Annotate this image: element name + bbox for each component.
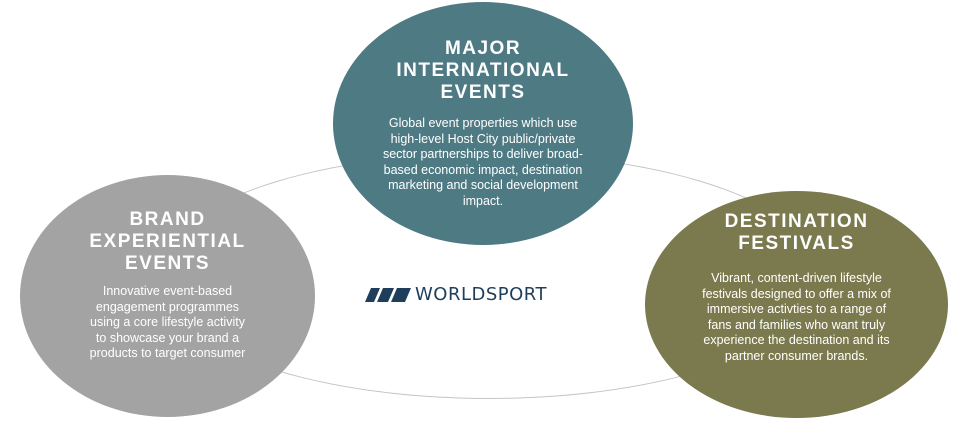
destination-festivals-title: DESTINATION FESTIVALS xyxy=(724,211,869,254)
brand-experiential-events-circle: BRAND EXPERIENTIAL EVENTS Innovative eve… xyxy=(20,175,315,417)
destination-festivals-description: Vibrant, content-driven lifestyle festiv… xyxy=(702,271,891,363)
major-international-events-title: MAJOR INTERNATIONAL EVENTS xyxy=(396,38,570,103)
worldsport-logo-text: WORLDSPORT xyxy=(415,284,548,305)
major-international-events-description: Global event properties which use high-l… xyxy=(382,116,584,208)
major-international-events-circle: MAJOR INTERNATIONAL EVENTS Global event … xyxy=(333,2,633,245)
worldsport-logo: WORLDSPORT xyxy=(365,284,547,306)
brand-experiential-events-description: Innovative event-based engagement progra… xyxy=(89,284,246,360)
worldsport-logo-mark-icon xyxy=(365,288,411,302)
brand-experiential-events-title: BRAND EXPERIENTIAL EVENTS xyxy=(89,209,246,274)
destination-festivals-circle: DESTINATION FESTIVALS Vibrant, content-d… xyxy=(645,191,948,418)
